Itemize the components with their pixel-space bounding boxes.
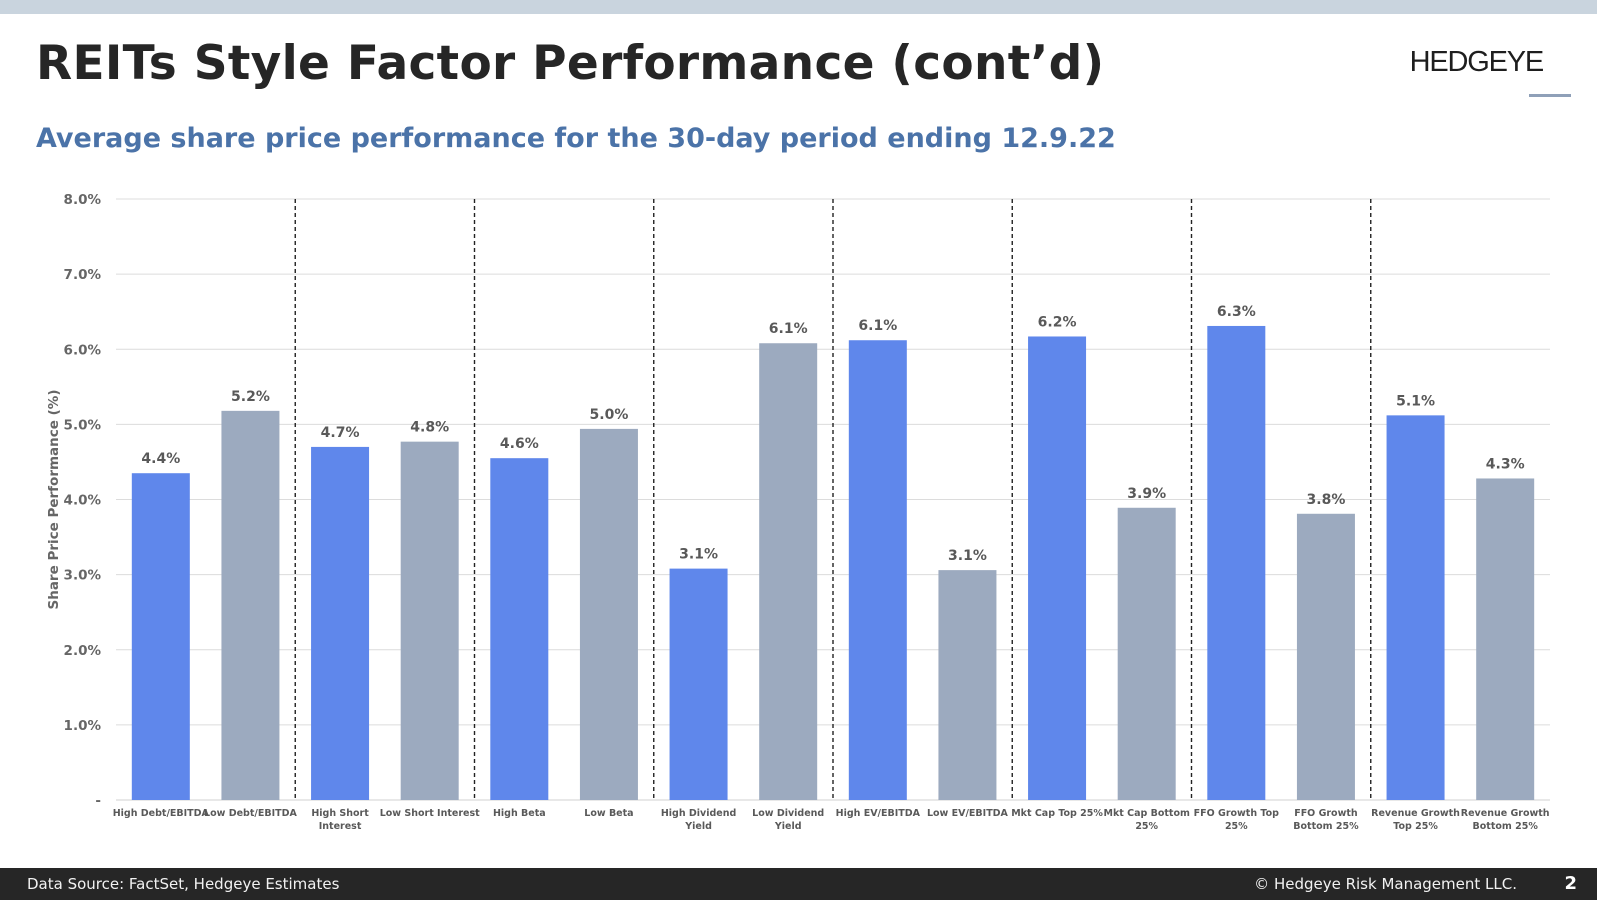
footer-data-source: Data Source: FactSet, Hedgeye Estimates <box>27 875 340 893</box>
bar <box>1117 507 1176 800</box>
bar <box>1476 478 1535 800</box>
y-tick-label: 8.0% <box>64 192 102 208</box>
y-axis-title: Share Price Performance (%) <box>46 389 62 609</box>
data-label: 4.7% <box>321 425 360 441</box>
x-tick-label: High Debt/EBITDA <box>113 808 210 819</box>
y-tick-label: 1.0% <box>64 718 102 734</box>
bar <box>131 473 190 800</box>
bar-chart: - 1.0% 2.0% 3.0% 4.0% 5.0% 6.0% 7.0% 8.0% Share P… <box>46 192 1550 832</box>
data-label: 6.2% <box>1038 314 1077 330</box>
x-tick-label: Yield <box>774 821 802 832</box>
data-label: 3.1% <box>948 548 987 564</box>
data-label: 4.8% <box>410 420 449 436</box>
data-label: 4.4% <box>141 451 180 467</box>
y-tick-label: 7.0% <box>64 267 102 283</box>
y-tick-label: - <box>95 793 101 809</box>
x-tick-label: Low EV/EBITDA <box>927 808 1009 819</box>
y-tick-label: 3.0% <box>64 568 102 584</box>
x-tick-label: Low Debt/EBITDA <box>204 808 297 819</box>
top-accent-bar <box>0 0 1597 14</box>
footer-copyright: © Hedgeye Risk Management LLC. <box>1254 875 1517 893</box>
bar <box>759 343 818 800</box>
data-label: 3.9% <box>1127 486 1166 502</box>
x-tick-label: Low Dividend <box>752 808 824 819</box>
bar <box>848 340 907 800</box>
x-tick-label: Mkt Cap Top 25% <box>1011 808 1103 819</box>
x-tick-label: Low Short Interest <box>380 808 480 819</box>
y-tick-label: 2.0% <box>64 643 102 659</box>
page-number: 2 <box>1564 873 1577 894</box>
x-tick-label: 25% <box>1135 821 1158 832</box>
x-tick-label: Bottom 25% <box>1473 821 1539 832</box>
x-tick-label: High EV/EBITDA <box>836 808 921 819</box>
bar <box>579 428 638 800</box>
y-tick-label: 4.0% <box>64 493 102 509</box>
bar <box>1207 325 1266 800</box>
x-tick-label: 25% <box>1225 821 1248 832</box>
x-tick-label: Revenue Growth <box>1371 808 1460 819</box>
bar <box>400 441 459 800</box>
data-label: 5.2% <box>231 389 270 405</box>
bar <box>938 570 997 800</box>
bar <box>1028 336 1087 800</box>
data-label: 3.8% <box>1307 492 1346 508</box>
logo-underline <box>1529 94 1571 97</box>
y-tick-label: 6.0% <box>64 342 102 358</box>
x-tick-label: High Dividend <box>661 808 736 819</box>
bar <box>221 410 280 800</box>
x-tick-label: Yield <box>684 821 712 832</box>
bar <box>311 446 370 800</box>
bar <box>669 568 728 800</box>
data-label: 6.1% <box>858 318 897 334</box>
hedgeye-logo: HEDGEYE <box>1409 46 1545 78</box>
x-tick-label: Bottom 25% <box>1293 821 1359 832</box>
data-label: 4.6% <box>500 436 539 452</box>
x-tick-label: High Short <box>311 808 369 819</box>
x-tick-label: FFO Growth Top <box>1194 808 1280 819</box>
data-label: 5.0% <box>590 407 629 423</box>
x-tick-label: FFO Growth <box>1294 808 1358 819</box>
x-tick-label: Low Beta <box>584 808 633 819</box>
data-label: 5.1% <box>1396 393 1435 409</box>
x-tick-label: Mkt Cap Bottom <box>1103 808 1189 819</box>
bar <box>490 458 549 800</box>
x-tick-label: Interest <box>319 821 362 832</box>
bar <box>1296 513 1355 800</box>
x-tick-label: Top 25% <box>1393 821 1438 832</box>
x-tick-label: Revenue Growth <box>1461 808 1550 819</box>
data-label: 4.3% <box>1486 456 1525 472</box>
y-tick-label: 5.0% <box>64 417 102 433</box>
data-label: 6.3% <box>1217 304 1256 320</box>
x-tick-label: High Beta <box>493 808 546 819</box>
slide-subtitle: Average share price performance for the … <box>36 123 1116 154</box>
bar <box>1386 415 1445 800</box>
footer-bar: Data Source: FactSet, Hedgeye Estimates … <box>0 868 1597 900</box>
data-label: 6.1% <box>769 321 808 337</box>
data-label: 3.1% <box>679 547 718 563</box>
slide-title: REITs Style Factor Performance (cont’d) <box>36 36 1105 91</box>
